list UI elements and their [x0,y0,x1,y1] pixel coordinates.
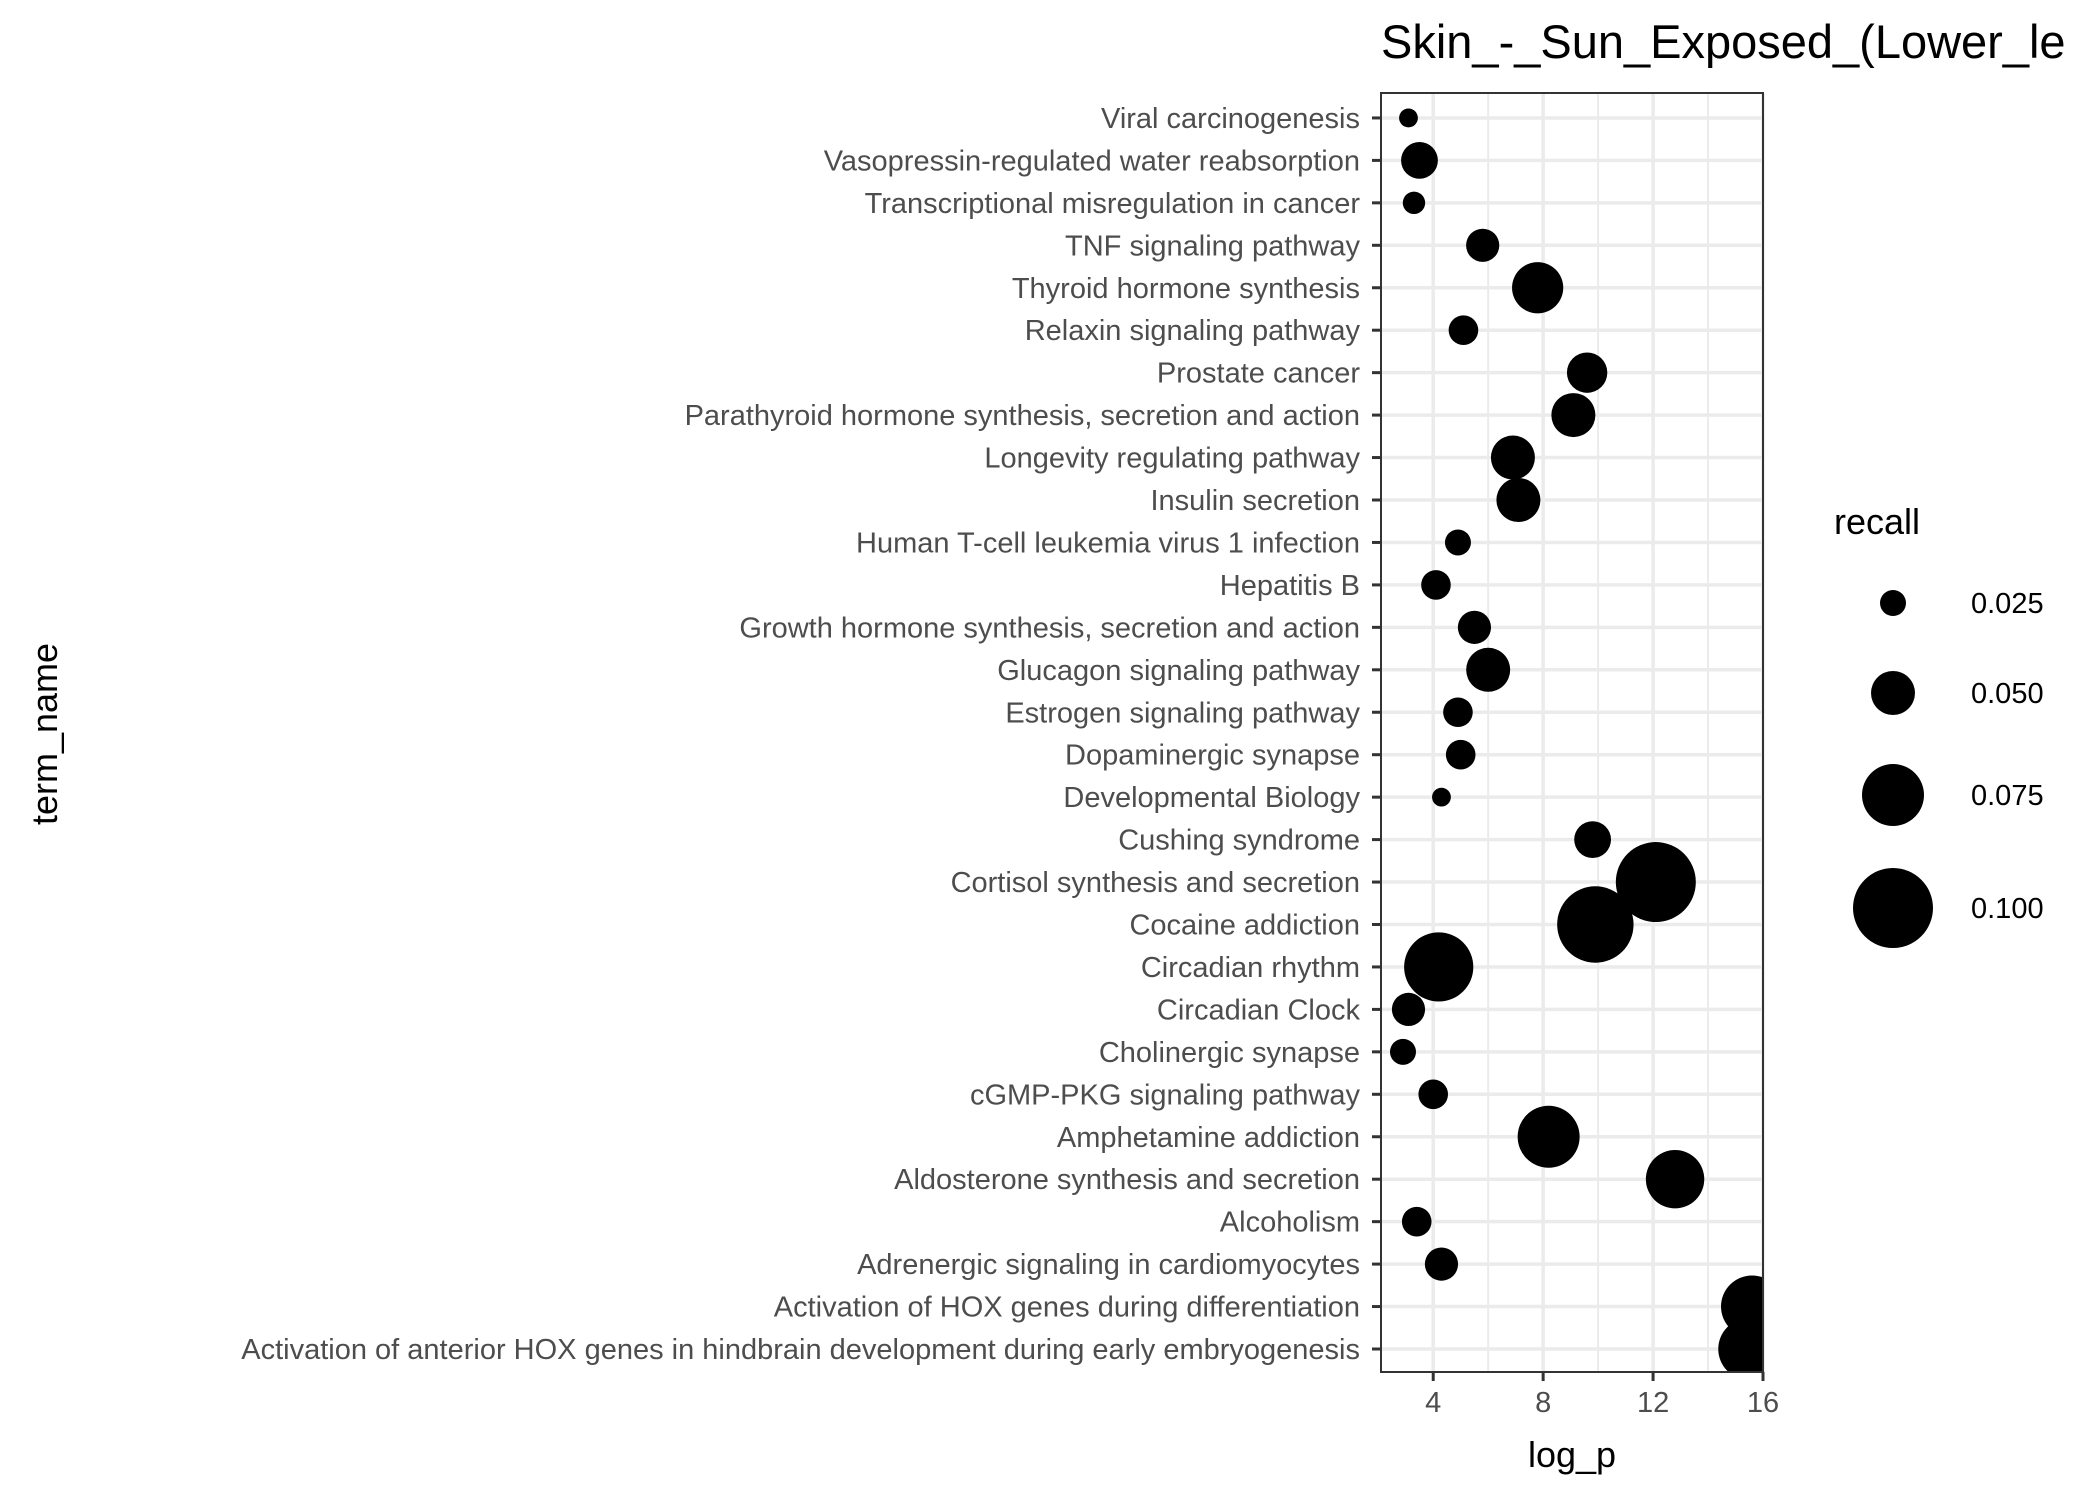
y-tick-label: Estrogen signaling pathway [1005,697,1360,729]
data-point [1496,478,1541,522]
panel-border [1380,92,1764,1373]
y-tick-label: cGMP-PKG signaling pathway [970,1079,1361,1111]
x-tick-label: 12 [1637,1387,1669,1419]
y-tick-label: Relaxin signaling pathway [1025,315,1361,347]
legend-key-label: 0.075 [1971,780,2044,812]
x-axis: 4 8 12 16 [1425,1372,1779,1419]
data-point [1551,393,1596,438]
data-point [1389,1038,1416,1065]
data-point [1721,1275,1763,1338]
data-point [1401,142,1438,179]
y-tick-label: Dopaminergic synapse [1065,740,1360,772]
data-point [1424,1247,1459,1281]
y-axis: Activation of anterior HOX genes in hind… [241,103,1381,1366]
y-tick-label: Circadian Clock [1157,994,1361,1026]
data-point [1391,992,1426,1026]
y-tick-label: Prostate cancer [1157,358,1360,390]
data-point [1399,108,1418,128]
data-point [1421,570,1451,600]
y-tick-label: Insulin secretion [1150,485,1360,517]
data-point [1457,610,1492,644]
y-tick-label: Amphetamine addiction [1057,1122,1360,1154]
y-tick-label: Activation of anterior HOX genes in hind… [241,1334,1360,1366]
y-tick-label: TNF signaling pathway [1065,230,1360,262]
panel-background [1381,93,1763,1372]
y-tick-label: Parathyroid hormone synthesis, secretion… [685,400,1360,432]
data-point [1402,191,1426,215]
legend-key-label: 0.100 [1971,893,2044,925]
data-point [1418,1079,1449,1110]
y-tick-label: Activation of HOX genes during different… [774,1292,1360,1324]
y-tick-label: Cushing syndrome [1118,825,1360,857]
y-tick-label: Cocaine addiction [1129,910,1360,942]
y-tick-label: Alcoholism [1220,1207,1360,1239]
legend-key-circle [1862,764,1924,826]
y-tick-label: Longevity regulating pathway [984,443,1360,475]
x-tick-label: 8 [1535,1387,1551,1419]
y-tick-label: Viral carcinogenesis [1101,103,1360,135]
data-point [1444,529,1471,556]
legend-key-circle [1853,868,1933,948]
data-point [1490,435,1535,480]
y-tick-label: Growth hormone synthesis, secretion and … [739,612,1360,644]
y-tick-label: Hepatitis B [1220,570,1360,602]
chart-title: Skin_-_Sun_Exposed_(Lower_le [1381,15,2066,68]
y-tick-label: Adrenergic signaling in cardiomyocytes [857,1249,1360,1281]
y-tick-label: Human T-cell leukemia virus 1 infection [856,527,1360,559]
data-point [1574,821,1612,858]
data-point [1557,886,1634,963]
x-tick-label: 4 [1425,1387,1441,1419]
data-point [1466,228,1500,262]
y-tick-label: Cortisol synthesis and secretion [951,867,1360,899]
legend-title: recall [1834,501,1920,542]
data-point [1448,315,1479,346]
legend-key-circle [1871,671,1915,715]
plot-panel [1380,92,1765,1373]
legend-key-circle [1880,590,1906,616]
y-axis-title: term_name [24,643,65,825]
data-point [1645,1150,1705,1209]
x-tick-label: 16 [1747,1387,1779,1419]
data-point [1512,262,1564,314]
legend-key-label: 0.050 [1971,678,2044,710]
x-axis-title: log_p [1528,1434,1616,1475]
legend-key-label: 0.025 [1971,588,2044,620]
data-point [1566,352,1608,393]
data-point [1443,697,1473,728]
data-point [1445,739,1476,770]
data-point [1466,647,1511,692]
y-tick-label: Thyroid hormone synthesis [1012,273,1360,305]
y-tick-label: Transcriptional misregulation in cancer [865,188,1361,220]
size-legend: recall 0.025 0.050 0.075 0.100 [1834,501,2044,948]
y-tick-label: Cholinergic synapse [1099,1037,1360,1069]
data-point [1432,787,1451,807]
data-point [1404,932,1474,1002]
data-point [1517,1105,1580,1168]
y-tick-label: Vasopressin-regulated water reabsorption [824,145,1360,177]
y-tick-label: Circadian rhythm [1141,952,1360,984]
points-layer [1389,108,1763,1372]
y-tick-label: Glucagon signaling pathway [997,655,1360,687]
data-point [1401,1206,1432,1237]
y-tick-label: Developmental Biology [1063,782,1360,814]
y-tick-label: Aldosterone synthesis and secretion [894,1164,1360,1196]
data-point [1615,842,1696,923]
